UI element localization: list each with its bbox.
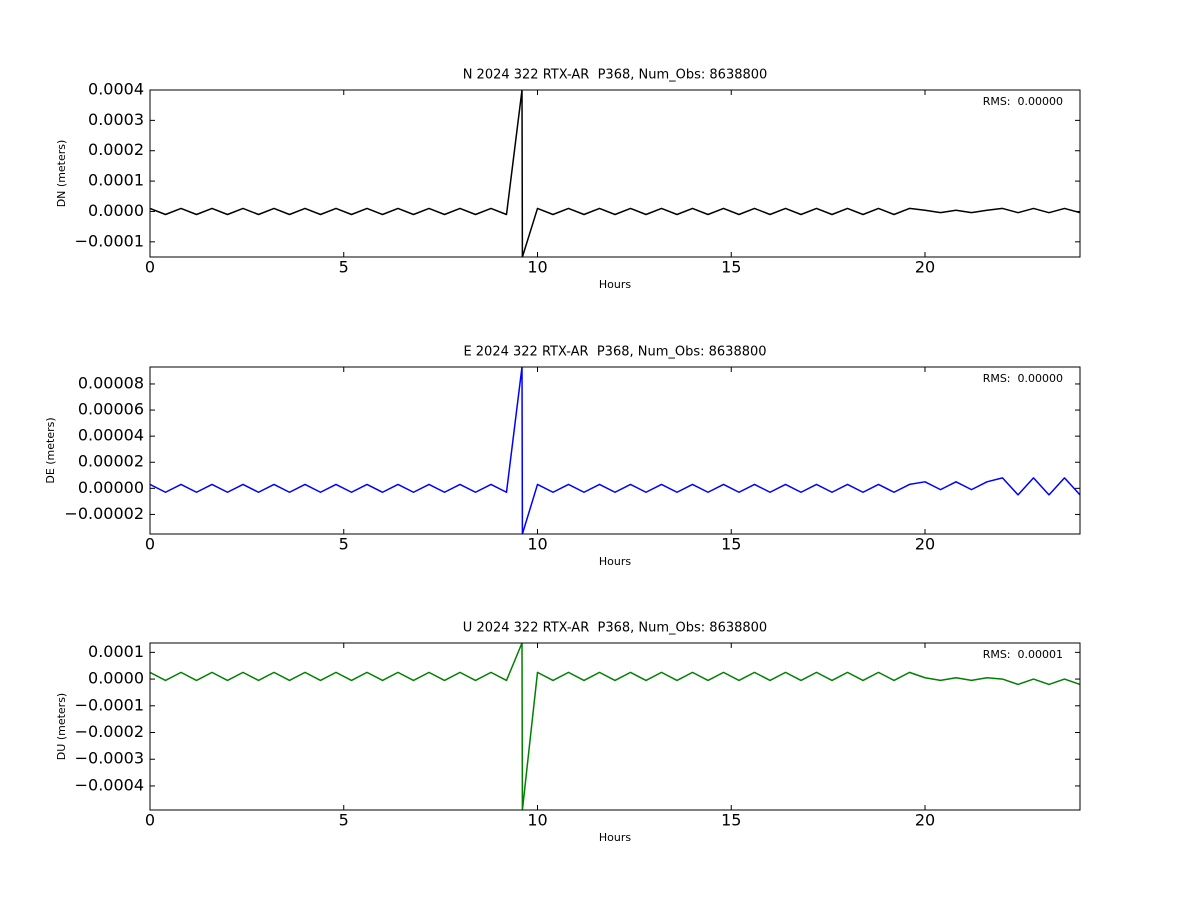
y-tick-label: −0.0003 bbox=[75, 749, 144, 768]
y-tick-label: −0.0002 bbox=[75, 722, 144, 741]
chart-title: U 2024 322 RTX-AR P368, Num_Obs: 8638800 bbox=[463, 621, 767, 636]
y-tick-label: 0.00000 bbox=[78, 478, 144, 497]
data-line bbox=[150, 367, 1080, 534]
data-line bbox=[150, 643, 1080, 810]
y-axis-label: DE (meters) bbox=[44, 417, 57, 483]
x-tick-label: 0 bbox=[145, 258, 155, 277]
y-tick-label: 0.0000 bbox=[88, 201, 144, 220]
axes-frame bbox=[149, 89, 1081, 258]
y-tick-label: 0.0001 bbox=[88, 171, 144, 190]
x-axis-label: Hours bbox=[599, 555, 631, 568]
x-tick-label: 0 bbox=[145, 811, 155, 830]
y-tick-label: 0.00008 bbox=[78, 373, 144, 392]
y-tick-label: −0.0004 bbox=[75, 775, 144, 794]
x-tick-label: 5 bbox=[339, 535, 349, 554]
y-tick-label: 0.0001 bbox=[88, 642, 144, 661]
x-tick-label: 15 bbox=[721, 811, 741, 830]
y-axis-label: DU (meters) bbox=[55, 693, 68, 760]
annotation: RMS: 0.00001 bbox=[983, 648, 1063, 661]
y-tick-label: 0.00006 bbox=[78, 400, 144, 419]
x-tick-label: 10 bbox=[527, 535, 547, 554]
x-tick-label: 0 bbox=[145, 535, 155, 554]
y-tick-label: 0.0003 bbox=[88, 110, 144, 129]
x-tick-label: 15 bbox=[721, 535, 741, 554]
annotation: RMS: 0.00000 bbox=[983, 372, 1063, 385]
chart-title: N 2024 322 RTX-AR P368, Num_Obs: 8638800 bbox=[463, 68, 768, 83]
y-tick-label: −0.00002 bbox=[64, 504, 144, 523]
x-tick-label: 20 bbox=[915, 535, 935, 554]
x-tick-label: 5 bbox=[339, 258, 349, 277]
y-tick-label: 0.0002 bbox=[88, 140, 144, 159]
y-tick-label: 0.0000 bbox=[88, 669, 144, 688]
y-axis-label: DN (meters) bbox=[55, 140, 68, 208]
x-tick-label: 10 bbox=[527, 811, 547, 830]
y-tick-label: −0.0001 bbox=[75, 231, 144, 250]
x-tick-label: 15 bbox=[721, 258, 741, 277]
x-tick-label: 5 bbox=[339, 811, 349, 830]
x-axis-label: Hours bbox=[599, 831, 631, 844]
axes-frame bbox=[149, 642, 1081, 811]
y-tick-label: 0.0004 bbox=[88, 80, 144, 99]
chart-title: E 2024 322 RTX-AR P368, Num_Obs: 8638800 bbox=[463, 345, 766, 360]
x-tick-label: 20 bbox=[915, 258, 935, 277]
data-line bbox=[150, 90, 1080, 257]
x-axis-label: Hours bbox=[599, 278, 631, 291]
x-tick-label: 20 bbox=[915, 811, 935, 830]
y-tick-label: −0.0001 bbox=[75, 695, 144, 714]
y-tick-label: 0.00002 bbox=[78, 452, 144, 471]
annotation: RMS: 0.00000 bbox=[983, 95, 1063, 108]
y-tick-label: 0.00004 bbox=[78, 426, 144, 445]
x-tick-label: 10 bbox=[527, 258, 547, 277]
axes-frame bbox=[149, 366, 1081, 535]
